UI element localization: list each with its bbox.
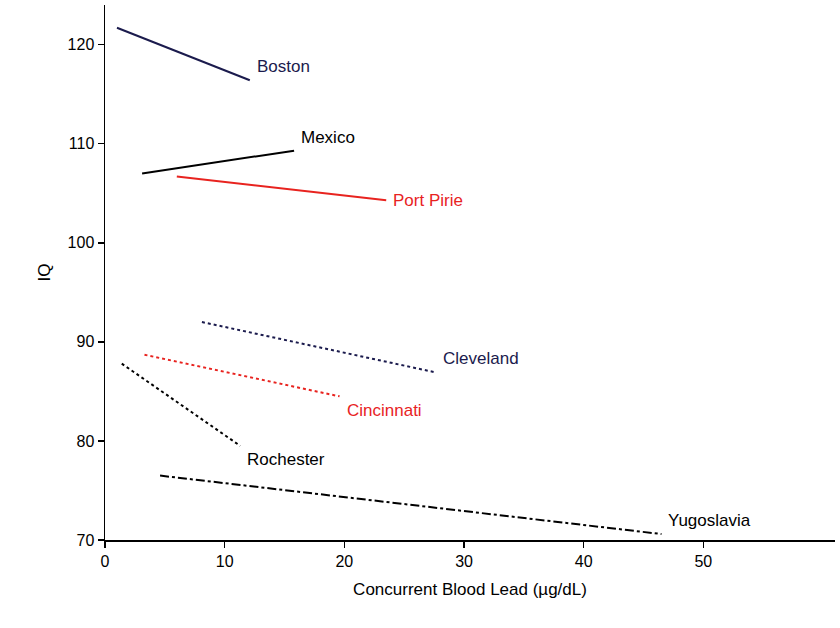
svg-text:IQ: IQ	[35, 264, 54, 282]
svg-text:120: 120	[68, 36, 95, 53]
svg-text:10: 10	[216, 553, 234, 570]
svg-text:Concurrent Blood Lead (µg/dL): Concurrent Blood Lead (µg/dL)	[353, 580, 587, 599]
svg-text:100: 100	[68, 234, 95, 251]
svg-text:Port Pirie: Port Pirie	[393, 191, 463, 210]
svg-text:Mexico: Mexico	[301, 128, 355, 147]
svg-text:Boston: Boston	[257, 57, 310, 76]
svg-text:Rochester: Rochester	[247, 450, 325, 469]
svg-text:40: 40	[575, 553, 593, 570]
svg-text:0: 0	[101, 553, 110, 570]
svg-text:90: 90	[77, 333, 95, 350]
svg-text:110: 110	[69, 135, 95, 152]
svg-text:Cleveland: Cleveland	[443, 349, 519, 368]
svg-text:50: 50	[694, 553, 712, 570]
svg-text:Cincinnati: Cincinnati	[347, 401, 422, 420]
svg-text:20: 20	[335, 553, 353, 570]
svg-text:70: 70	[77, 532, 95, 549]
svg-text:30: 30	[455, 553, 473, 570]
svg-text:Yugoslavia: Yugoslavia	[668, 511, 751, 530]
svg-text:80: 80	[77, 433, 95, 450]
